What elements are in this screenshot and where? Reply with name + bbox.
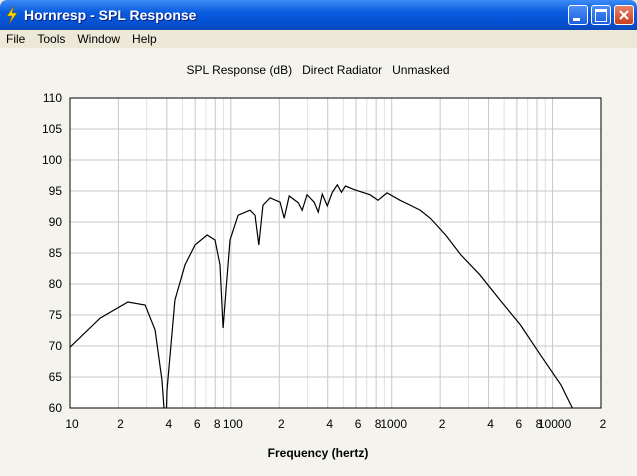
app-icon <box>6 6 18 24</box>
x-tick-label: 8 <box>536 417 543 431</box>
title-bar: Hornresp - SPL Response <box>0 0 637 30</box>
x-tick-label: 6 <box>516 417 523 431</box>
menu-item[interactable]: File <box>6 32 26 46</box>
x-tick-label: 6 <box>194 417 201 431</box>
maximize-button[interactable] <box>591 5 611 25</box>
menu-item[interactable]: Tools <box>37 32 66 46</box>
y-tick-label: 85 <box>49 246 63 260</box>
x-tick-label: 100 <box>223 417 243 431</box>
x-tick-label: 2 <box>600 417 607 431</box>
response-curve <box>70 183 573 408</box>
x-tick-label: 10 <box>65 417 79 431</box>
close-button[interactable] <box>614 5 634 25</box>
x-axis-label: Frequency (hertz) <box>268 446 369 460</box>
y-tick-label: 90 <box>49 215 63 229</box>
y-tick-label: 65 <box>49 370 63 384</box>
x-tick-label: 2 <box>278 417 285 431</box>
x-tick-label: 4 <box>487 417 494 431</box>
menu-item[interactable]: Window <box>77 32 121 46</box>
x-tick-label: 8 <box>214 417 221 431</box>
x-tick-label: 4 <box>326 417 333 431</box>
plot-border <box>69 97 602 409</box>
menu-bar: File Tools Window Help <box>0 30 637 47</box>
x-tick-label: 2 <box>439 417 446 431</box>
x-tick-label: 2 <box>117 417 124 431</box>
y-tick-label: 70 <box>49 339 63 353</box>
y-tick-label: 75 <box>49 308 63 322</box>
y-tick-label: 105 <box>42 122 62 136</box>
menu-item[interactable]: Help <box>132 32 157 46</box>
chart-title: SPL Response (dB) Direct Radiator Unmask… <box>187 63 450 77</box>
y-tick-label: 60 <box>49 401 63 415</box>
minimize-button[interactable] <box>568 5 588 25</box>
x-tick-label: 1000 <box>380 417 407 431</box>
y-tick-label: 100 <box>42 153 62 167</box>
y-tick-label: 95 <box>49 184 63 198</box>
x-tick-label: 10000 <box>538 417 572 431</box>
y-tick-label: 110 <box>43 91 62 105</box>
window-title: Hornresp - SPL Response <box>24 7 197 23</box>
x-tick-label: 4 <box>166 417 173 431</box>
y-tick-label: 80 <box>49 277 63 291</box>
chart: SPL Response (dB) Direct Radiator Unmask… <box>0 48 637 476</box>
x-tick-label: 8 <box>375 417 382 431</box>
x-tick-label: 6 <box>355 417 362 431</box>
